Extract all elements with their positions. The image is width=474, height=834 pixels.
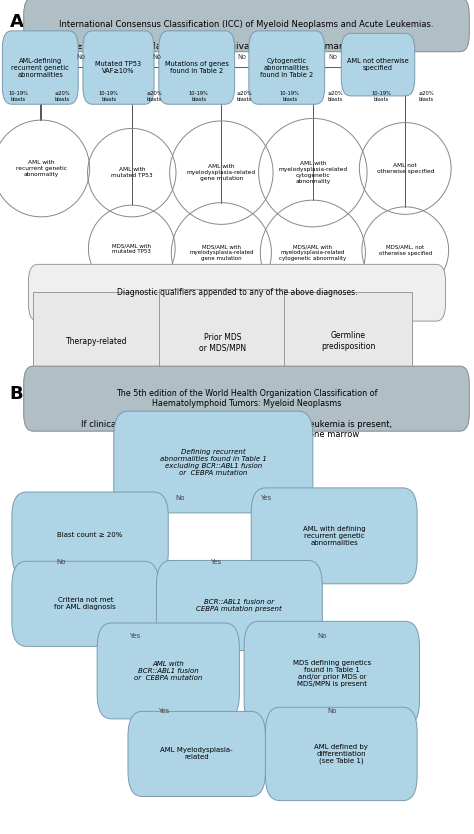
- Text: No: No: [318, 632, 327, 639]
- FancyBboxPatch shape: [83, 31, 154, 104]
- Text: MDS/AML with
myelodysplasia-related
gene mutation: MDS/AML with myelodysplasia-related gene…: [189, 244, 254, 261]
- Text: The 5th edition of the World Health Organization Classification of
Haematolympho: The 5th edition of the World Health Orga…: [116, 389, 377, 409]
- Text: Yes: Yes: [129, 632, 141, 639]
- FancyBboxPatch shape: [159, 289, 287, 396]
- Text: AML with
myelodysplasia-related
cytogenetic
abnormality: AML with myelodysplasia-related cytogene…: [278, 162, 347, 183]
- FancyBboxPatch shape: [244, 621, 419, 726]
- FancyBboxPatch shape: [114, 411, 313, 513]
- Text: 10-19%
blasts: 10-19% blasts: [9, 91, 28, 102]
- FancyBboxPatch shape: [24, 366, 469, 431]
- Text: ≥20%
blasts: ≥20% blasts: [55, 91, 70, 102]
- Text: AML with
mutated TP53: AML with mutated TP53: [111, 168, 153, 178]
- Text: AML Myelodysplasia-
related: AML Myelodysplasia- related: [160, 747, 233, 761]
- Text: 10-19%
blasts: 10-19% blasts: [371, 91, 391, 102]
- Text: AML-defining
recurrent genetic
abnormalities: AML-defining recurrent genetic abnormali…: [11, 58, 69, 78]
- FancyBboxPatch shape: [265, 707, 417, 801]
- FancyBboxPatch shape: [128, 711, 265, 796]
- Text: AML with
myelodysplasia-related
gene mutation: AML with myelodysplasia-related gene mut…: [187, 164, 256, 181]
- Text: No: No: [57, 559, 66, 565]
- FancyBboxPatch shape: [12, 561, 159, 646]
- FancyBboxPatch shape: [2, 31, 78, 104]
- Text: 10-19%
blasts: 10-19% blasts: [189, 91, 209, 102]
- Text: ≥20%
blasts: ≥20% blasts: [146, 91, 162, 102]
- FancyBboxPatch shape: [28, 264, 446, 321]
- Text: Cytogenetic
abnormalities
found in Table 2: Cytogenetic abnormalities found in Table…: [260, 58, 313, 78]
- Text: Therapy-related: Therapy-related: [66, 337, 128, 345]
- Text: Yes: Yes: [158, 707, 169, 714]
- FancyBboxPatch shape: [24, 0, 469, 52]
- Text: MDS defining genetics
found in Table 1
and/or prior MDS or
MDS/MPN is present: MDS defining genetics found in Table 1 a…: [292, 660, 371, 687]
- Text: BCR::ABL1 fusion or
CEBPA mutation present: BCR::ABL1 fusion or CEBPA mutation prese…: [197, 599, 282, 612]
- Text: AML with defining
recurrent genetic
abnormalities: AML with defining recurrent genetic abno…: [303, 526, 365, 545]
- Text: Diagnostic qualifiers appended to any of the above diagnoses.: Diagnostic qualifiers appended to any of…: [117, 289, 357, 297]
- Text: A: A: [9, 13, 23, 31]
- Text: No: No: [327, 707, 337, 714]
- Text: International Consensus Classification (ICC) of Myeloid Neoplasms and Acute Leuk: International Consensus Classification (…: [59, 20, 434, 29]
- Text: Germline
predisposition: Germline predisposition: [321, 331, 375, 351]
- Text: AML not otherwise
specified: AML not otherwise specified: [347, 58, 409, 71]
- Text: ≥20%
blasts: ≥20% blasts: [236, 91, 252, 102]
- Text: Yes: Yes: [260, 495, 271, 501]
- Text: No: No: [76, 53, 85, 60]
- Text: Mutations of genes
found in Table 2: Mutations of genes found in Table 2: [165, 61, 228, 74]
- Text: Mutated TP53
VAF≥10%: Mutated TP53 VAF≥10%: [95, 61, 142, 74]
- Text: B: B: [9, 385, 23, 404]
- Text: 10-19%
blasts: 10-19% blasts: [99, 91, 118, 102]
- Text: Criteria not met
for AML diagnosis: Criteria not met for AML diagnosis: [55, 597, 116, 610]
- Text: Yes: Yes: [210, 559, 221, 565]
- Text: Defining recurrent
abnormalities found in Table 1
excluding BCR::ABL1 fusion
or : Defining recurrent abnormalities found i…: [160, 449, 267, 475]
- Text: AML with
BCR::ABL1 fusion
or  CEBPA mutation: AML with BCR::ABL1 fusion or CEBPA mutat…: [134, 661, 202, 681]
- Text: ≥20%
blasts: ≥20% blasts: [327, 91, 343, 102]
- Text: AML not
otherwise specified: AML not otherwise specified: [376, 163, 434, 173]
- Text: AML with
recurrent genetic
abnormality: AML with recurrent genetic abnormality: [16, 160, 67, 177]
- FancyBboxPatch shape: [251, 488, 417, 584]
- FancyBboxPatch shape: [341, 33, 415, 96]
- Text: MDS/AML with
myelodysplasia-related
cytogenetic abnormality: MDS/AML with myelodysplasia-related cyto…: [279, 244, 346, 261]
- Text: Blast count ≥ 20%: Blast count ≥ 20%: [57, 531, 123, 538]
- FancyBboxPatch shape: [159, 31, 235, 104]
- Text: No: No: [328, 53, 337, 60]
- Text: No: No: [152, 53, 161, 60]
- Text: 10-19%
blasts: 10-19% blasts: [280, 91, 300, 102]
- FancyBboxPatch shape: [33, 292, 161, 390]
- Text: Prior MDS
or MDS/MPN: Prior MDS or MDS/MPN: [199, 333, 246, 353]
- Text: MDS/AML with
mutated TP53: MDS/AML with mutated TP53: [112, 244, 151, 254]
- Text: No: No: [237, 53, 246, 60]
- Text: AML defined by
differentiation
(see Table 1): AML defined by differentiation (see Tabl…: [314, 744, 368, 764]
- FancyBboxPatch shape: [249, 31, 325, 104]
- Text: No: No: [175, 495, 185, 501]
- Text: ≥ 10% myeloid blasts or blasts equivalent in the bone marrow or blood: ≥ 10% myeloid blasts or blasts equivalen…: [75, 42, 399, 51]
- FancyBboxPatch shape: [12, 492, 168, 577]
- Text: MDS/AML, not
otherwise specified: MDS/AML, not otherwise specified: [379, 245, 432, 255]
- FancyBboxPatch shape: [156, 560, 322, 651]
- FancyBboxPatch shape: [97, 623, 239, 719]
- FancyBboxPatch shape: [284, 292, 412, 390]
- Text: ≥20%
blasts: ≥20% blasts: [419, 91, 434, 102]
- Text: If clinical and pathologic suspicion for Acute Myeloid Leukemia is present,
such: If clinical and pathologic suspicion for…: [82, 420, 392, 439]
